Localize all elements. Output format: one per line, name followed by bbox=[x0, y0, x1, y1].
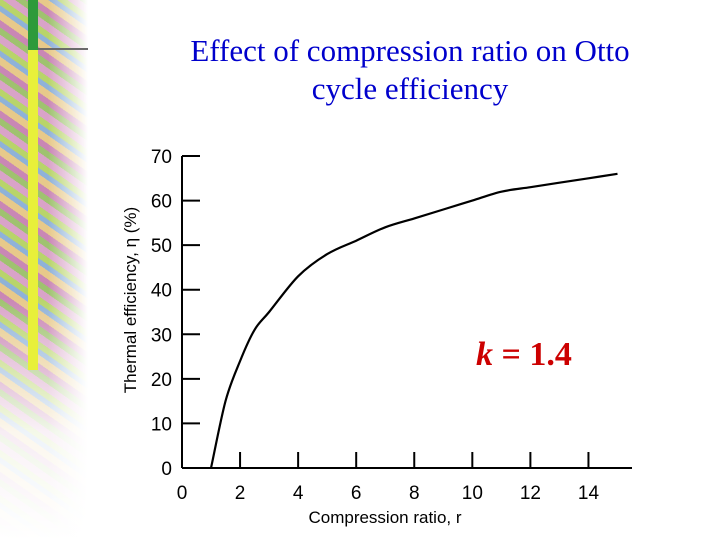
y-tick-label: 30 bbox=[151, 325, 172, 346]
chart-axes bbox=[181, 156, 632, 469]
accent-line bbox=[38, 48, 88, 50]
x-tick-label: 12 bbox=[520, 483, 541, 504]
k-value: = 1.4 bbox=[493, 336, 572, 373]
chart-ticks bbox=[182, 155, 590, 469]
y-tick-label: 70 bbox=[151, 147, 172, 168]
x-tick-label: 6 bbox=[351, 483, 362, 504]
x-tick-label: 8 bbox=[409, 483, 420, 504]
x-tick-label: 4 bbox=[293, 483, 304, 504]
y-tick-label: 0 bbox=[161, 459, 172, 480]
slide-title-line-1: Effect of compression ratio on Otto bbox=[190, 33, 630, 68]
efficiency-curve bbox=[209, 172, 618, 469]
decorative-side-strip bbox=[0, 0, 88, 540]
y-tick-label: 10 bbox=[151, 414, 172, 435]
y-tick-label: 40 bbox=[151, 281, 172, 302]
accent-bar-yellow bbox=[28, 50, 38, 370]
k-annotation: k = 1.4 bbox=[476, 336, 572, 373]
y-tick-label: 50 bbox=[151, 236, 172, 257]
chart-tick-labels: 0 10 20 30 40 50 60 70 0 2 4 6 8 10 12 14 bbox=[151, 147, 600, 504]
x-axis-title: Compression ratio, r bbox=[308, 508, 461, 527]
slide-title-line-2: cycle efficiency bbox=[311, 71, 509, 106]
strip-fade bbox=[48, 0, 88, 540]
k-symbol: k bbox=[476, 336, 493, 373]
slide-title: Effect of compression ratio on Otto cycl… bbox=[110, 32, 710, 108]
x-tick-label: 2 bbox=[235, 483, 246, 504]
x-tick-label: 10 bbox=[462, 483, 483, 504]
x-tick-label: 0 bbox=[177, 483, 188, 504]
y-tick-label: 20 bbox=[151, 370, 172, 391]
x-tick-label: 14 bbox=[578, 483, 600, 504]
y-axis-title: Thermal efficiency, η (%) bbox=[121, 207, 140, 393]
accent-bar-green bbox=[28, 0, 38, 50]
y-tick-label: 60 bbox=[151, 192, 172, 213]
